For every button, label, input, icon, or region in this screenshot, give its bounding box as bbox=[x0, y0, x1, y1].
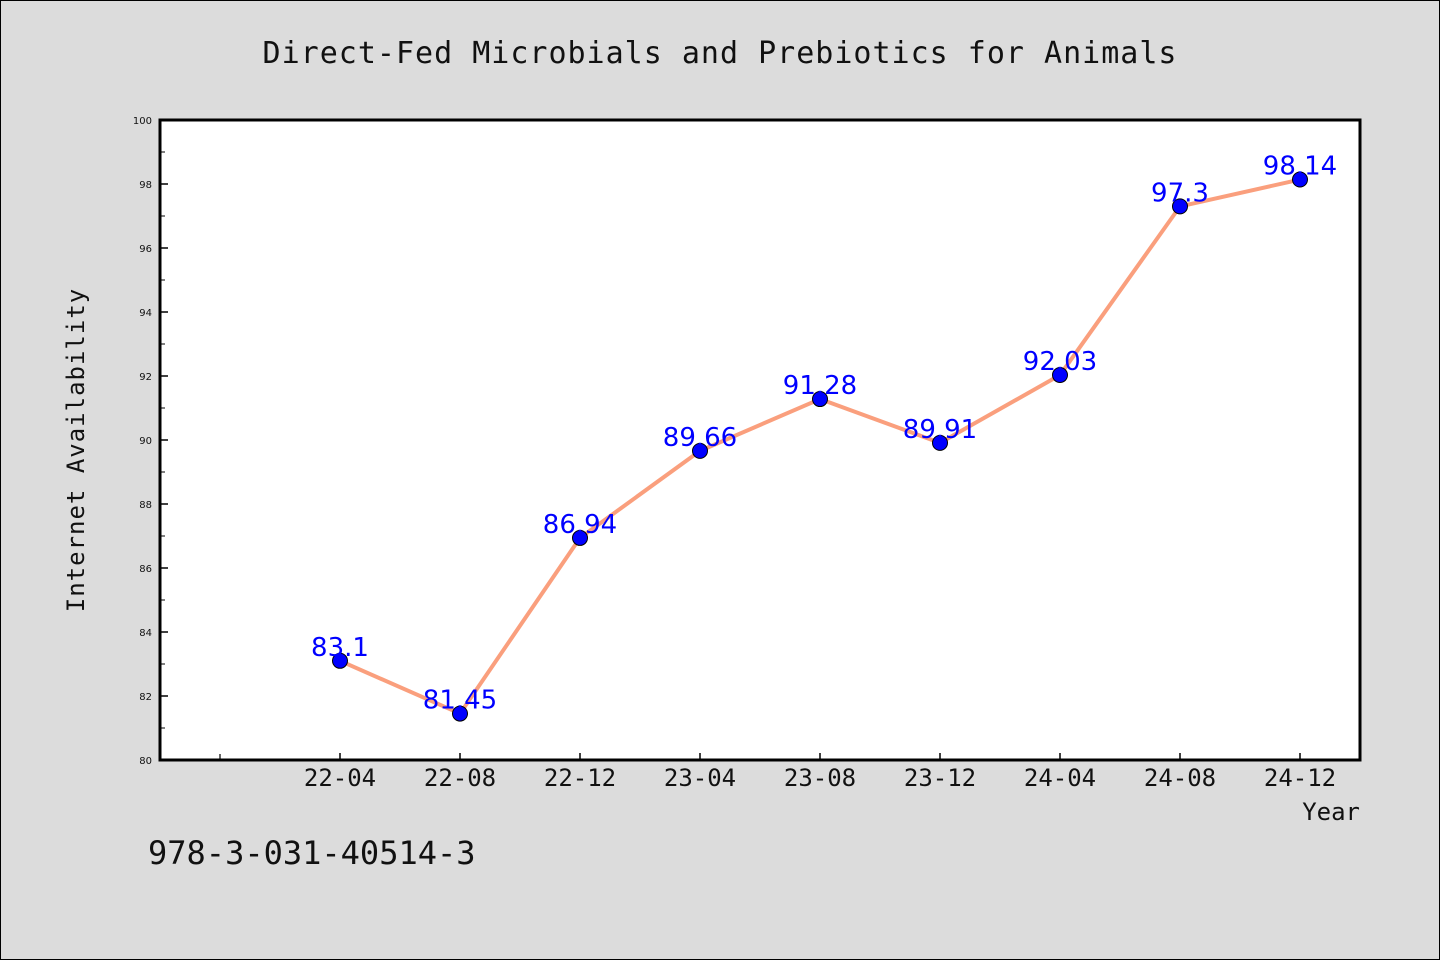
data-label: 81.45 bbox=[423, 686, 497, 716]
x-tick-label: 22-12 bbox=[544, 764, 616, 792]
data-point bbox=[692, 442, 708, 459]
x-tick-label: 22-08 bbox=[424, 764, 496, 792]
y-tick-label: 96 bbox=[139, 244, 152, 255]
x-tick-label: 23-08 bbox=[784, 764, 856, 792]
data-label: 98.14 bbox=[1263, 152, 1337, 182]
footer-code: 978-3-031-40514-3 bbox=[148, 834, 476, 872]
data-label: 91.28 bbox=[783, 371, 857, 401]
y-tick-label: 98 bbox=[139, 180, 152, 191]
data-point bbox=[1172, 198, 1188, 215]
y-tick-label: 80 bbox=[139, 756, 152, 767]
y-tick-label: 82 bbox=[139, 692, 152, 703]
y-axis: 80 82 84 86 88 90 92 94 96 98 100 bbox=[133, 116, 168, 767]
y-tick-label: 92 bbox=[139, 372, 152, 383]
x-tick-label: 22-04 bbox=[304, 764, 376, 792]
y-tick-label: 86 bbox=[139, 564, 152, 575]
data-point bbox=[1292, 171, 1308, 188]
x-tick-label: 24-04 bbox=[1024, 764, 1096, 792]
y-axis-label: Internet Availability bbox=[62, 288, 90, 612]
data-point bbox=[452, 705, 468, 722]
y-tick-label: 84 bbox=[139, 628, 152, 639]
data-label: 92.03 bbox=[1023, 347, 1097, 377]
data-point bbox=[812, 391, 828, 408]
data-point bbox=[572, 529, 588, 546]
x-axis-label: Year bbox=[1302, 798, 1360, 826]
y-tick-label: 94 bbox=[139, 308, 152, 319]
chart-title: Direct-Fed Microbials and Prebiotics for… bbox=[263, 36, 1178, 71]
x-tick-label: 24-08 bbox=[1144, 764, 1216, 792]
data-label: 89.66 bbox=[663, 423, 737, 453]
data-label: 83.1 bbox=[311, 633, 369, 663]
data-point bbox=[932, 434, 948, 451]
y-tick-label: 90 bbox=[139, 436, 152, 447]
x-tick-label: 23-04 bbox=[664, 764, 736, 792]
data-label: 97.3 bbox=[1151, 178, 1209, 208]
x-tick-label: 23-12 bbox=[904, 764, 976, 792]
series-group: 83.1 81.45 86.94 89.66 91.28 89.91 92.03 97.3 98… bbox=[311, 152, 1337, 722]
x-axis: 22-04 22-08 22-12 23-04 23-08 23-12 24-04 24-08… bbox=[219, 753, 1336, 792]
y-tick-label: 100 bbox=[133, 116, 152, 127]
x-tick-label: 24-12 bbox=[1264, 764, 1336, 792]
data-point bbox=[332, 652, 348, 669]
plot-area bbox=[158, 118, 1362, 762]
data-label: 86.94 bbox=[543, 510, 617, 540]
y-tick-label: 88 bbox=[139, 500, 152, 511]
data-label: 89.91 bbox=[903, 415, 977, 445]
data-point bbox=[1052, 367, 1068, 384]
